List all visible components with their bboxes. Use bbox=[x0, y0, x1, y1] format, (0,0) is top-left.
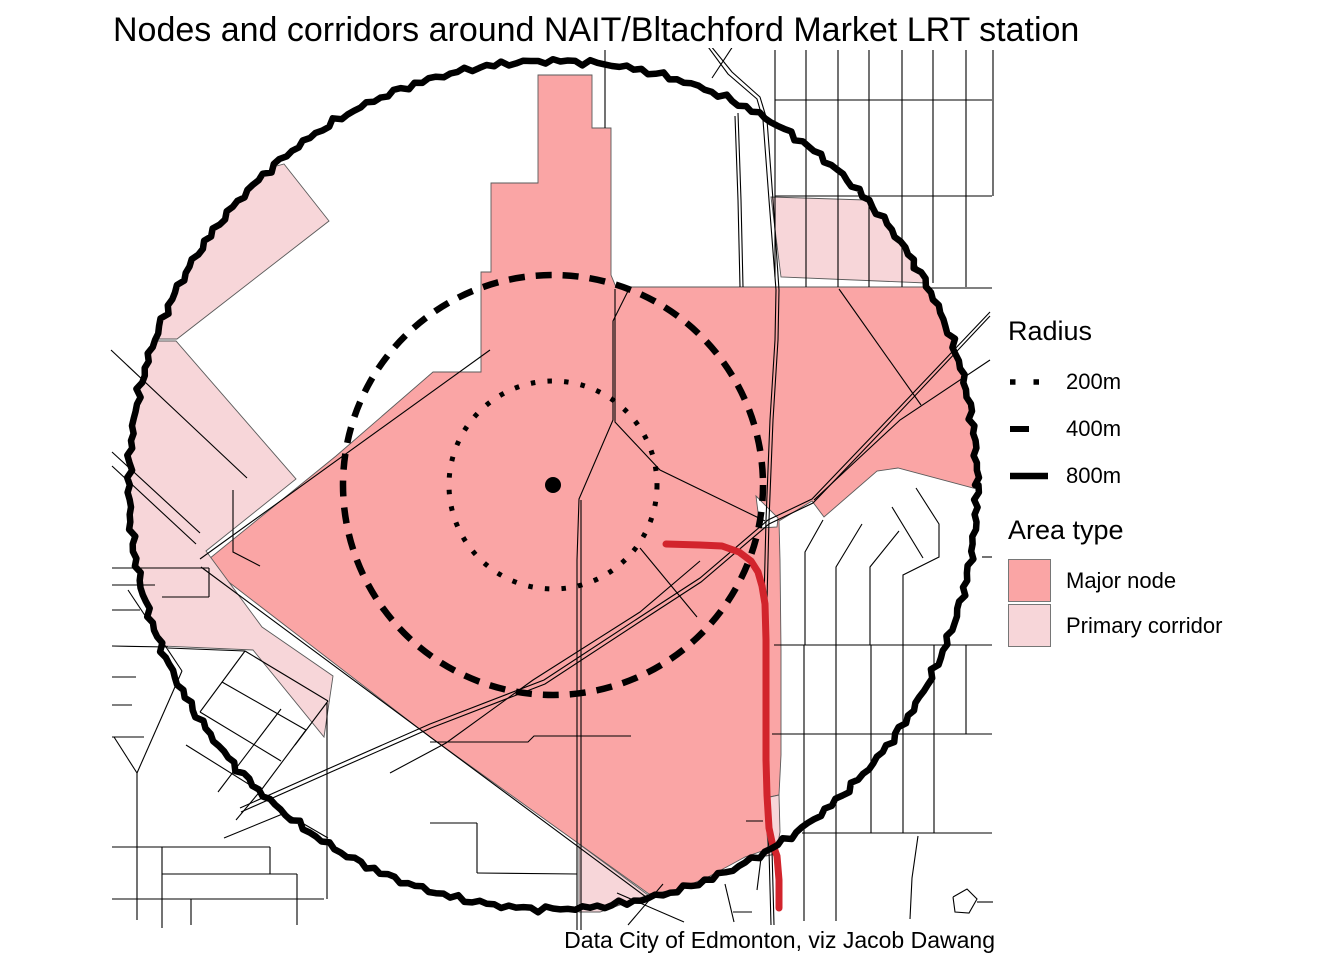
street-line bbox=[430, 735, 631, 743]
legend-area-type-title: Area type bbox=[1008, 515, 1124, 545]
street-line bbox=[734, 115, 741, 288]
street-line bbox=[217, 708, 282, 793]
area-polygon-primary-corridor bbox=[154, 163, 330, 340]
street-line bbox=[614, 289, 766, 522]
legend-label-200m: 200m bbox=[1066, 369, 1122, 394]
street-line bbox=[804, 519, 824, 645]
street-line bbox=[185, 744, 259, 791]
street-line bbox=[756, 857, 762, 891]
street-line bbox=[891, 506, 924, 559]
street-line bbox=[113, 736, 138, 774]
street-line bbox=[199, 711, 282, 762]
street-line bbox=[724, 883, 735, 923]
major-node-swatch bbox=[1008, 559, 1051, 602]
street-line bbox=[639, 547, 698, 618]
legend-label-major-node: Major node bbox=[1066, 568, 1177, 593]
street-line bbox=[835, 523, 863, 645]
street-line bbox=[711, 48, 733, 79]
street-line bbox=[199, 650, 246, 713]
street-line bbox=[616, 892, 685, 923]
street-line bbox=[240, 315, 991, 813]
street-line bbox=[232, 490, 261, 567]
caption: Data City of Edmonton, viz Jacob Dawang bbox=[564, 927, 995, 953]
street-line bbox=[838, 288, 922, 406]
street-line bbox=[869, 530, 900, 645]
street-line bbox=[909, 835, 919, 920]
radius-circle-200m bbox=[446, 378, 660, 592]
street-line bbox=[167, 647, 246, 652]
primary-corridor-swatch bbox=[1008, 604, 1051, 647]
street-line bbox=[476, 872, 578, 875]
street-line bbox=[902, 487, 940, 645]
solid-line-sample-icon bbox=[1010, 472, 1048, 480]
street-line bbox=[200, 566, 647, 898]
area-polygon-primary-corridor bbox=[578, 843, 649, 913]
radius-circle-400m bbox=[339, 271, 767, 699]
street-line bbox=[737, 112, 744, 288]
legend-radius-title: Radius bbox=[1008, 316, 1093, 346]
street-line bbox=[239, 311, 991, 809]
radius-circle-800m bbox=[123, 55, 983, 916]
street-line bbox=[627, 883, 664, 926]
street-line bbox=[244, 650, 329, 702]
street-line bbox=[221, 681, 307, 731]
legend-label-primary-corridor: Primary corridor bbox=[1066, 613, 1223, 638]
street-line bbox=[952, 888, 978, 914]
street-line bbox=[389, 560, 701, 774]
street-line bbox=[576, 288, 630, 930]
street-line bbox=[813, 359, 991, 501]
legend-label-400m: 400m bbox=[1066, 416, 1122, 441]
station-point bbox=[545, 477, 561, 493]
dashed-line-sample-icon bbox=[1010, 426, 1050, 432]
legend-label-800m: 800m bbox=[1066, 463, 1122, 488]
street-line bbox=[235, 788, 263, 821]
street-line bbox=[294, 700, 329, 746]
dotted-line-sample-icon bbox=[1010, 379, 1050, 385]
street-line bbox=[111, 451, 201, 534]
street-line bbox=[136, 670, 183, 774]
chart-title: Nodes and corridors around NAIT/Bltachfo… bbox=[113, 11, 1080, 49]
street-line bbox=[110, 349, 248, 479]
